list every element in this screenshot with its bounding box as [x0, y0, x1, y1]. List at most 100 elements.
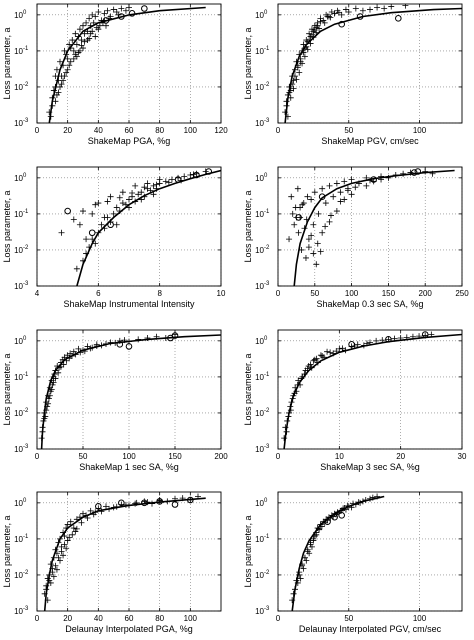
plus-marker — [58, 548, 65, 555]
plus-marker — [80, 208, 86, 215]
plus-marker — [81, 30, 88, 37]
plus-marker — [373, 337, 380, 344]
y-tick-label: 10 — [14, 83, 23, 92]
plus-marker — [285, 413, 292, 420]
plus-marker — [352, 5, 359, 12]
x-tick-label: 40 — [94, 126, 103, 135]
plus-marker — [86, 15, 93, 22]
y-tick-label: 10 — [255, 499, 264, 508]
y-tick-exponent: -1 — [264, 534, 270, 540]
plus-marker — [310, 28, 317, 35]
plus-marker — [98, 508, 105, 515]
plot-frame — [277, 3, 463, 124]
y-tick-exponent: 0 — [23, 498, 27, 504]
plus-marker — [306, 30, 313, 37]
plus-marker — [76, 26, 83, 33]
plus-marker — [110, 6, 117, 13]
plus-marker — [301, 554, 308, 561]
plus-marker — [122, 7, 129, 14]
plus-marker — [367, 495, 373, 502]
plus-marker — [367, 339, 373, 346]
plus-marker — [49, 94, 56, 101]
plus-marker — [135, 336, 142, 343]
plus-marker — [72, 351, 79, 358]
plus-marker — [335, 9, 342, 16]
y-tick-exponent: -3 — [23, 281, 29, 287]
x-axis-title: Delaunay Interpolated PGV, cm/sec — [299, 624, 442, 634]
plus-marker — [316, 25, 323, 32]
plus-marker — [310, 357, 317, 364]
plus-marker — [286, 83, 293, 90]
plus-marker — [50, 87, 57, 94]
plus-marker — [64, 66, 71, 73]
plus-marker — [66, 62, 73, 69]
circle-marker — [318, 193, 326, 201]
plus-marker — [300, 49, 307, 56]
plus-marker — [67, 45, 74, 52]
y-tick-label: 10 — [14, 373, 23, 382]
plus-marker — [422, 168, 429, 175]
y-tick-exponent: -3 — [23, 444, 29, 450]
plus-marker — [327, 212, 334, 219]
plus-marker — [147, 187, 154, 194]
plus-marker — [292, 384, 299, 391]
plus-marker — [296, 569, 303, 576]
plus-marker — [83, 512, 90, 519]
plus-marker — [80, 510, 86, 517]
plus-marker — [369, 494, 376, 501]
y-tick-exponent: -2 — [23, 570, 29, 576]
plus-marker — [41, 415, 48, 422]
x-tick-label: 0 — [276, 452, 281, 461]
y-tick-label: 10 — [255, 535, 264, 544]
plus-marker — [78, 42, 85, 49]
y-tick-exponent: 0 — [23, 10, 27, 16]
plus-marker — [319, 229, 326, 236]
y-tick-exponent: 0 — [23, 336, 27, 342]
plus-marker — [116, 194, 123, 201]
x-tick-label: 20 — [396, 452, 405, 461]
plus-marker — [326, 218, 333, 225]
plus-marker — [310, 537, 317, 544]
y-axis-title: Loss parameter, a — [243, 190, 253, 262]
plus-marker — [153, 333, 160, 340]
plus-marker — [289, 597, 296, 604]
plus-marker — [341, 196, 348, 203]
circle-marker — [102, 17, 110, 24]
data-layer — [41, 493, 206, 611]
y-tick-label: 10 — [14, 445, 23, 454]
plus-marker — [314, 240, 321, 247]
y-tick-exponent: 0 — [264, 173, 268, 179]
plus-marker — [357, 499, 364, 506]
plus-marker — [72, 30, 79, 37]
plus-marker — [339, 345, 346, 352]
plus-marker — [52, 546, 59, 553]
y-tick-exponent: -1 — [23, 46, 29, 52]
plus-marker — [73, 53, 80, 60]
plus-marker — [51, 371, 58, 378]
plus-marker — [336, 345, 343, 352]
x-axis-title: ShakeMap Instrumental Intensity — [63, 299, 195, 309]
plus-marker — [337, 198, 344, 205]
x-tick-label: 100 — [122, 452, 136, 461]
plus-marker — [84, 515, 91, 521]
x-tick-label: 8 — [157, 289, 162, 298]
plus-marker — [126, 502, 132, 509]
plus-marker — [50, 573, 57, 580]
plus-marker — [150, 191, 157, 198]
y-tick-label: 10 — [14, 571, 23, 580]
plus-marker — [284, 113, 291, 120]
plus-marker — [324, 348, 331, 355]
plus-marker — [307, 541, 314, 548]
circle-marker — [414, 168, 422, 175]
circle-marker — [324, 518, 331, 526]
plus-marker — [367, 6, 373, 13]
data-layer — [289, 493, 385, 611]
x-tick-label: 50 — [310, 289, 319, 298]
plus-marker — [73, 265, 80, 272]
plus-marker — [187, 171, 194, 178]
y-tick-exponent: -2 — [23, 245, 29, 251]
plus-marker — [310, 221, 317, 228]
plus-marker — [83, 250, 90, 257]
x-tick-label: 20 — [63, 614, 72, 623]
